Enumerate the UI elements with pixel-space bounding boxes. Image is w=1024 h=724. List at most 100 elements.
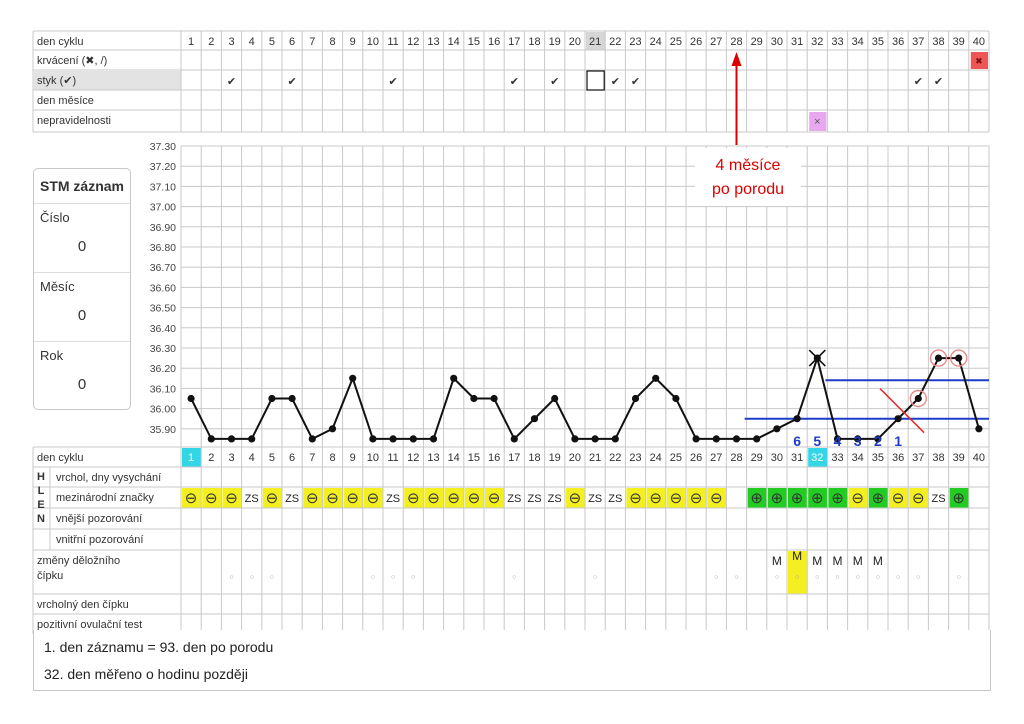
cervix-closed-mark: ○ <box>229 574 233 581</box>
temperature-point <box>288 394 296 403</box>
temperature-point <box>914 394 922 403</box>
day-number-top: 12 <box>407 36 419 48</box>
day-number-bottom: 13 <box>427 452 439 464</box>
cervix-closed-mark: ○ <box>775 574 779 581</box>
mucus-minus-icon: ⊖ <box>468 490 481 507</box>
day-number-bottom: 22 <box>609 452 621 464</box>
day-number-top: 13 <box>427 36 439 48</box>
y-tick-label: 36.20 <box>150 363 176 375</box>
styk-empty-box <box>586 70 605 91</box>
mucus-minus-icon: ⊖ <box>326 490 339 507</box>
mucus-cell <box>262 488 282 508</box>
day-number-top: 37 <box>912 36 924 48</box>
day-number-bottom: 30 <box>771 452 783 464</box>
mucus-minus-icon: ⊖ <box>306 490 319 507</box>
mucus-plus-icon: ⊕ <box>811 490 824 507</box>
mucus-plus-icon: ⊕ <box>952 490 965 507</box>
temperature-point <box>207 435 215 443</box>
temperature-point <box>369 435 377 443</box>
temperature-point <box>227 435 236 443</box>
row-label-vrcholny: vrcholný den čípku <box>37 599 129 611</box>
mucus-cell <box>868 488 888 508</box>
intercourse-check: ✔ <box>611 76 620 88</box>
mucus-zs: ZS <box>285 493 299 505</box>
temperature-point <box>450 374 458 382</box>
temperature-point <box>409 435 417 443</box>
row-label-vrchol: vrchol, dny vysychání <box>56 472 161 484</box>
mucus-minus-icon: ⊖ <box>649 490 662 507</box>
day-number-top: 39 <box>953 36 965 48</box>
mucus-cell <box>909 488 929 508</box>
day-number-top: 16 <box>488 36 500 48</box>
day-number-top: 7 <box>309 36 315 48</box>
day-number-bottom: 10 <box>367 452 379 464</box>
temperature-point <box>833 435 842 443</box>
mucus-minus-icon: ⊖ <box>407 490 420 507</box>
temperature-point <box>551 394 559 403</box>
temperature-point <box>854 435 862 443</box>
mucus-minus-icon: ⊖ <box>427 490 440 507</box>
mucus-cell <box>424 488 444 508</box>
day-header-highlight <box>586 32 606 50</box>
y-tick-label: 36.40 <box>150 323 176 335</box>
y-tick-label: 36.10 <box>150 383 176 395</box>
hlen-letter: E <box>37 499 44 511</box>
temperature-point <box>530 415 539 423</box>
temperature-point <box>389 435 397 443</box>
day-number-top: 18 <box>528 36 540 48</box>
temperature-point <box>672 394 680 403</box>
hlen-letter: L <box>38 485 45 497</box>
row-label-ovulacni: pozitivní ovulační test <box>37 619 142 631</box>
mucus-cell <box>808 488 828 508</box>
cervix-highlight <box>788 551 808 594</box>
stm-rok-value[interactable]: 0 <box>77 376 87 393</box>
intercourse-check: ✔ <box>914 76 923 88</box>
mucus-minus-icon: ⊖ <box>205 490 218 507</box>
stm-mesic-value[interactable]: 0 <box>77 307 87 324</box>
day-number-bottom: 24 <box>650 452 662 464</box>
stm-cislo-value[interactable]: 0 <box>77 238 87 255</box>
day-number-top: 6 <box>289 36 295 48</box>
cervix-closed-mark: ○ <box>512 574 516 581</box>
y-tick-label: 36.70 <box>150 262 176 274</box>
day-number-top: 11 <box>387 36 398 48</box>
mucus-minus-icon: ⊖ <box>185 490 198 507</box>
day-number-top: 17 <box>508 36 520 48</box>
day-number-bottom: 19 <box>549 452 561 464</box>
mucus-cell <box>828 488 848 508</box>
cervix-closed-mark: ○ <box>714 574 718 581</box>
count-label: 2 <box>874 433 882 449</box>
day-number-top: 10 <box>367 36 379 48</box>
temperature-point <box>248 435 256 443</box>
stm-record-panel: STM záznam Číslo 0 Měsíc 0 Rok 0 <box>33 168 131 410</box>
temperature-point <box>934 354 943 362</box>
irregularity-mark-bg <box>809 112 827 131</box>
cervix-closed-mark: ○ <box>593 574 597 581</box>
temperature-point <box>975 425 983 433</box>
temperature-point <box>429 435 438 443</box>
mucus-plus-icon: ⊕ <box>872 490 885 507</box>
mucus-cell <box>788 488 808 508</box>
styk-label-bg <box>34 71 181 90</box>
bleeding-mark-bg <box>970 52 988 69</box>
mucus-cell <box>222 488 242 508</box>
day-number-bottom: 12 <box>407 452 419 464</box>
day-number-top: 29 <box>751 36 763 48</box>
temperature-point <box>712 435 720 443</box>
mucus-cell <box>444 488 464 508</box>
mucus-cell <box>949 488 969 508</box>
day-number-top: 25 <box>670 36 682 48</box>
mucus-cell <box>767 488 787 508</box>
day-number-top: 30 <box>771 36 783 48</box>
mucus-cell <box>303 488 323 508</box>
day-number-bottom: 20 <box>569 452 581 464</box>
circled-point <box>909 389 927 408</box>
cervix-closed-mark: ○ <box>795 574 799 581</box>
row-label-zmeny-2: čípku <box>37 570 63 582</box>
day-number-top: 1 <box>188 36 194 48</box>
row-label-den-cyklu-bottom: den cyklu <box>37 452 83 464</box>
day-number-top: 23 <box>629 36 641 48</box>
annotation-bg <box>695 148 801 206</box>
day-number-bottom: 23 <box>629 452 641 464</box>
cervix-m-mark: M <box>853 554 863 568</box>
